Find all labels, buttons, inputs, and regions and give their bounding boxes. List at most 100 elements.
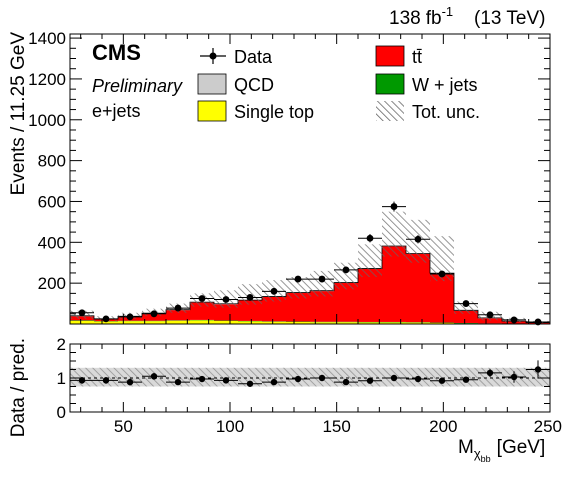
bar-singletop-4 <box>166 320 190 324</box>
ratio-point-10 <box>318 374 326 382</box>
bar-singletop-1 <box>94 321 118 324</box>
data-point-10 <box>318 275 326 283</box>
bar-tt-5 <box>190 302 214 320</box>
main-ytick-label-1400: 1400 <box>28 29 66 48</box>
legend-unc-label: Tot. unc. <box>412 102 480 122</box>
main-ytick-label-800: 800 <box>38 152 66 171</box>
ratio-point-16 <box>462 376 470 383</box>
bar-tt-6 <box>214 304 238 321</box>
legend-data-label: Data <box>234 47 273 67</box>
ratio-point-11 <box>342 378 350 386</box>
energy-label: (13 TeV) <box>474 8 545 29</box>
data-point-4 <box>174 304 182 312</box>
ratio-point-15 <box>438 377 446 384</box>
data-point-9 <box>294 275 302 283</box>
xtick-label-50: 50 <box>114 417 133 436</box>
xtick-label-150: 150 <box>322 417 350 436</box>
data-point-12 <box>366 234 374 242</box>
data-point-17 <box>486 311 494 319</box>
data-point-16 <box>462 300 470 307</box>
legend-singletop-swatch <box>197 100 227 122</box>
main-ytick-label-400: 400 <box>38 233 66 252</box>
bar-singletop-2 <box>118 321 142 324</box>
main-ytick-label-200: 200 <box>38 274 66 293</box>
legend-ttbar-label: tt̄ <box>412 47 422 67</box>
bar-singletop-0 <box>70 320 94 324</box>
ratio-point-9 <box>294 375 302 383</box>
stack-group <box>70 211 550 324</box>
ratio-ytick-label-0: 0 <box>57 403 66 422</box>
bar-tt-11 <box>334 282 358 322</box>
data-point-5 <box>198 295 206 302</box>
ratio-point-18 <box>510 373 518 381</box>
data-point-7 <box>246 294 254 301</box>
main-panel: 200 400 600 800 1000 1200 1400 <box>28 29 551 326</box>
data-point-15 <box>438 270 446 278</box>
bar-singletop-12 <box>358 322 382 324</box>
bar-wjets-0 <box>70 320 94 321</box>
ratio-point-2 <box>126 378 134 386</box>
data-point-1 <box>102 315 110 323</box>
lumi-label: 138 fb-1 <box>389 4 453 29</box>
ratio-band-group <box>70 367 550 387</box>
bar-singletop-13 <box>382 322 406 324</box>
data-point-6 <box>222 296 230 303</box>
bar-tt-17 <box>478 318 502 324</box>
y-axis-title-main: Events / 11.25 GeV <box>8 32 29 196</box>
bar-tt-7 <box>238 300 262 321</box>
bar-singletop-10 <box>310 322 334 324</box>
data-point-8 <box>270 287 278 295</box>
main-ytick-label-1000: 1000 <box>28 111 66 130</box>
legend-qcd-swatch <box>197 73 227 95</box>
legend-wjets-swatch <box>375 73 405 95</box>
legend: Data QCD Single top tt̄ W + jets Tot. un… <box>197 45 480 122</box>
legend-data-marker <box>209 52 217 60</box>
x-axis-title: Mχbb[GeV] <box>458 437 545 464</box>
legend-qcd-label: QCD <box>234 75 274 95</box>
legend-singletop-label: Single top <box>234 102 314 122</box>
legend-ttbar-swatch <box>375 45 405 67</box>
data-point-18 <box>510 316 518 324</box>
bar-singletop-3 <box>142 321 166 324</box>
ratio-point-7 <box>246 380 254 387</box>
bar-tt-13 <box>382 246 406 322</box>
bar-singletop-7 <box>238 321 262 324</box>
bar-tt-4 <box>166 310 190 321</box>
ratio-point-17 <box>486 369 494 377</box>
ratio-point-8 <box>270 378 278 386</box>
channel-label: e+jets <box>92 101 141 121</box>
ratio-ytick-label-1: 1 <box>57 369 66 388</box>
ratio-point-19 <box>534 366 542 373</box>
unc-band-13 <box>382 211 406 257</box>
bar-singletop-8 <box>262 321 286 324</box>
data-point-14 <box>414 235 422 243</box>
data-point-13 <box>390 203 398 210</box>
bar-tt-14 <box>406 253 430 323</box>
ratio-point-3 <box>150 373 158 380</box>
bar-singletop-11 <box>334 322 358 324</box>
main-frame <box>69 33 551 325</box>
ratio-point-14 <box>414 375 422 383</box>
bar-tt-12 <box>358 268 382 322</box>
bar-singletop-15 <box>430 322 454 324</box>
main-ytick-label-1200: 1200 <box>28 70 66 89</box>
ratio-point-13 <box>390 374 398 382</box>
y-axis-title-ratio: Data / pred. <box>8 338 29 437</box>
data-point-3 <box>150 310 158 318</box>
ratio-point-12 <box>366 377 374 384</box>
data-point-2 <box>126 313 134 321</box>
main-ytick-label-600: 600 <box>38 192 66 211</box>
data-point-0 <box>78 309 86 317</box>
data-point-11 <box>342 266 350 274</box>
preliminary-label: Preliminary <box>92 76 183 96</box>
bar-singletop-6 <box>214 320 238 324</box>
ratio-point-4 <box>174 378 182 386</box>
unc-band-9 <box>286 277 310 299</box>
unc-band-12 <box>358 244 382 278</box>
legend-wjets-label: W + jets <box>412 75 478 95</box>
ratio-band-hatch <box>70 367 550 387</box>
unc-band-16 <box>454 301 478 314</box>
cms-label: CMS <box>92 40 141 65</box>
